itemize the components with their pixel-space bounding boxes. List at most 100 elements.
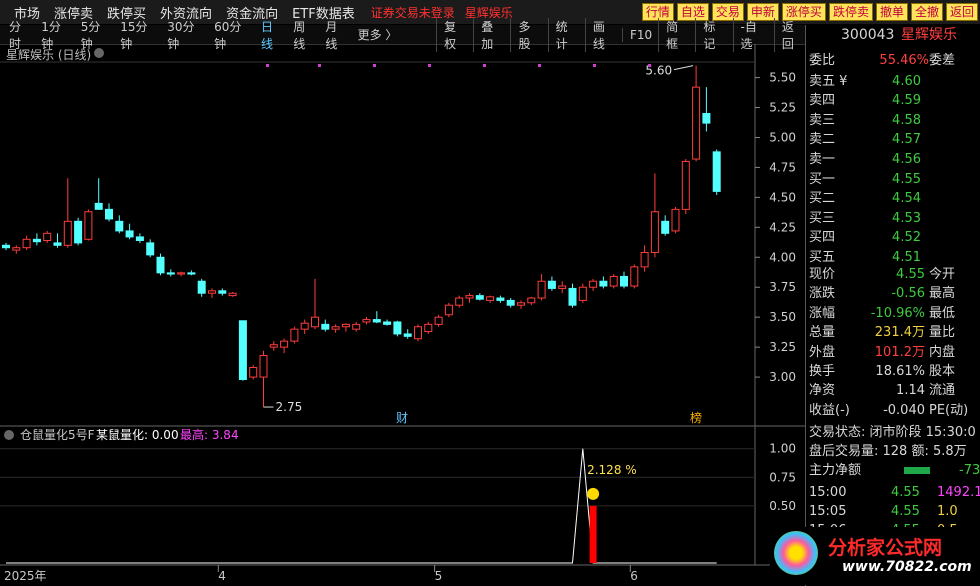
tool-button[interactable]: 返回 bbox=[773, 17, 805, 52]
tool-button[interactable]: 统计 bbox=[547, 17, 579, 52]
candle-body bbox=[280, 340, 289, 348]
period-tab[interactable]: 更多 〉 bbox=[357, 28, 398, 42]
candle-body bbox=[53, 242, 62, 246]
order-row: 买三 4.53 bbox=[809, 209, 980, 228]
button[interactable]: 自选 bbox=[676, 3, 709, 21]
menu-item[interactable]: 跌停买 bbox=[107, 6, 147, 22]
event-marker: 榜 bbox=[690, 410, 702, 425]
candle-body bbox=[568, 287, 577, 306]
quote-panel: 300043 星辉娱乐 委比 55.46% 委差 卖五 ¥ 4.60 卖四 4.59 卖三 4.58… bbox=[805, 25, 980, 586]
period-tab[interactable]: 60分钟 bbox=[214, 19, 242, 51]
period-tab[interactable]: 30分钟 bbox=[167, 19, 195, 51]
label: 卖四 bbox=[809, 93, 836, 109]
smiley bbox=[587, 487, 600, 500]
candle-body bbox=[300, 322, 309, 330]
button[interactable]: 撤单 bbox=[875, 3, 908, 21]
period-tab[interactable]: 1分钟 bbox=[41, 19, 61, 51]
value: -10.96% bbox=[870, 305, 925, 321]
label: 涨跌 bbox=[809, 286, 836, 302]
y-tick-label: 4.00 bbox=[769, 250, 796, 264]
label: 最高 bbox=[929, 286, 956, 302]
value: 55.46% bbox=[879, 53, 929, 68]
candle-body bbox=[403, 333, 412, 337]
candle-body bbox=[414, 326, 422, 340]
menu-item[interactable]: 涨停卖 bbox=[54, 6, 94, 22]
period-tab[interactable]: 日线 bbox=[261, 19, 274, 51]
top-dot bbox=[266, 64, 269, 67]
tool-button[interactable]: 叠加 bbox=[473, 17, 504, 52]
indicator-label: 最高: 3.84 bbox=[180, 427, 239, 442]
menu-item[interactable]: 市场 bbox=[14, 6, 41, 22]
candle-body bbox=[352, 323, 361, 330]
button[interactable]: 涨停买 bbox=[781, 3, 826, 21]
button[interactable]: 交易 bbox=[711, 3, 744, 21]
tool-button[interactable]: 画线 bbox=[584, 17, 616, 52]
tool-button[interactable]: -自选 bbox=[732, 17, 768, 52]
price: 4.54 bbox=[892, 191, 921, 207]
candle-body bbox=[238, 320, 247, 380]
stat-row: 外盘 101.2万 内盘 bbox=[809, 343, 980, 362]
candle-body bbox=[547, 280, 556, 289]
label: 卖三 bbox=[809, 112, 836, 128]
time: 15:00 bbox=[809, 485, 847, 500]
candle-body bbox=[105, 208, 113, 220]
y-tick-label: 5.00 bbox=[769, 130, 796, 144]
label: PE(动) bbox=[929, 402, 969, 418]
flow-row: 主力净额 -73 bbox=[809, 461, 980, 480]
candle-body bbox=[22, 238, 31, 249]
tool-button[interactable]: F10 bbox=[622, 27, 652, 42]
status: 交易状态: 闭市阶段 15:30:0 bbox=[809, 425, 976, 440]
price: 4.56 bbox=[892, 151, 921, 167]
candle-body bbox=[383, 321, 392, 325]
indicator-label: 某鼠量化: 0.00 bbox=[96, 428, 179, 442]
period-tab[interactable]: 分时 bbox=[9, 19, 22, 51]
y-tick-label: 3.50 bbox=[769, 310, 796, 324]
logo-flower bbox=[774, 531, 818, 575]
menu-item[interactable]: 外资流向 bbox=[160, 6, 213, 22]
button[interactable]: 返回 bbox=[945, 3, 978, 21]
period-tab[interactable]: 5分钟 bbox=[80, 19, 101, 51]
label: 收益(-) bbox=[809, 402, 850, 418]
period-tab[interactable]: 15分钟 bbox=[120, 19, 148, 51]
price: 4.52 bbox=[892, 230, 921, 246]
candle-body bbox=[465, 295, 474, 299]
candle-body bbox=[589, 280, 598, 288]
y-tick-label: 4.75 bbox=[769, 160, 796, 174]
indicator-line bbox=[6, 448, 717, 564]
tool-button[interactable]: 复权 bbox=[436, 17, 467, 52]
period-tab[interactable]: 月线 bbox=[325, 19, 338, 51]
stock-code: 300043 bbox=[841, 27, 895, 43]
tool-button[interactable]: 标记 bbox=[695, 17, 726, 52]
button[interactable]: 全撤 bbox=[910, 3, 943, 21]
candle-body bbox=[620, 275, 628, 287]
label: 涨幅 bbox=[809, 305, 836, 321]
candle-body bbox=[609, 275, 618, 287]
menu-item[interactable]: ETF数据表 bbox=[292, 6, 355, 22]
candle-body bbox=[341, 323, 350, 328]
candle-body bbox=[372, 319, 381, 323]
stat-row: 收益(-) -0.040 PE(动) bbox=[809, 401, 980, 420]
order-row: 买二 4.54 bbox=[809, 189, 980, 208]
panel-toggle bbox=[4, 430, 14, 440]
period-tab[interactable]: 周线 bbox=[293, 19, 306, 51]
label: 买一 bbox=[809, 172, 836, 187]
status-row: 交易状态: 闭市阶段 15:30:0 bbox=[809, 423, 980, 442]
tool-button[interactable]: 简框 bbox=[658, 17, 689, 52]
top-dot bbox=[318, 64, 321, 67]
button[interactable]: 申新 bbox=[746, 3, 779, 21]
top-dot bbox=[648, 64, 651, 67]
value: -73 bbox=[959, 463, 980, 478]
button[interactable]: 跌停卖 bbox=[828, 3, 873, 21]
menu-item[interactable]: 资金流向 bbox=[226, 6, 279, 22]
status: 盘后交易量: 128 额: 5.8万 bbox=[809, 444, 967, 459]
top-dot bbox=[373, 64, 376, 67]
tool-button[interactable]: 多股 bbox=[510, 17, 541, 52]
candle-body bbox=[12, 247, 21, 251]
status-row: 盘后交易量: 128 额: 5.8万 bbox=[809, 442, 980, 461]
candle-body bbox=[434, 316, 443, 325]
x-tick-label: 2025年 bbox=[4, 569, 47, 583]
button[interactable]: 行情 bbox=[641, 3, 674, 21]
stat-row: 换手 18.61% 股本 bbox=[809, 362, 980, 381]
candle-body bbox=[94, 202, 103, 210]
